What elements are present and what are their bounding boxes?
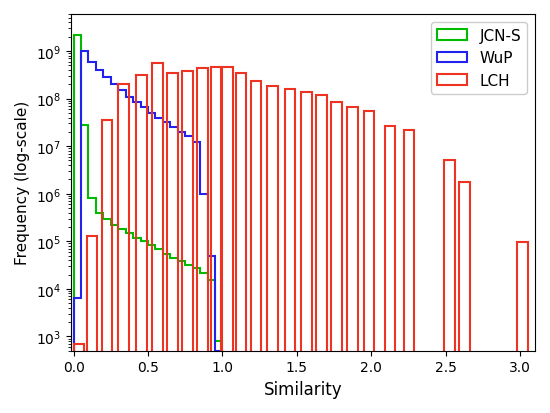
Bar xyxy=(136,75,146,413)
Bar xyxy=(517,243,527,413)
Bar xyxy=(152,64,163,413)
Bar xyxy=(459,182,470,413)
Bar xyxy=(102,121,112,413)
Bar xyxy=(384,126,395,413)
X-axis label: Similarity: Similarity xyxy=(263,380,342,398)
Bar xyxy=(316,95,327,413)
Legend: JCN-S, WuP, LCH: JCN-S, WuP, LCH xyxy=(431,23,527,95)
Bar xyxy=(118,85,129,413)
Bar xyxy=(251,82,261,413)
Y-axis label: Frequency (log-scale): Frequency (log-scale) xyxy=(15,101,30,265)
Bar xyxy=(348,108,358,413)
Bar xyxy=(167,74,178,413)
Bar xyxy=(211,67,221,413)
Bar xyxy=(301,93,312,413)
Bar xyxy=(182,72,192,413)
Bar xyxy=(267,87,278,413)
Bar xyxy=(404,131,415,413)
Bar xyxy=(197,68,207,413)
Bar xyxy=(364,112,374,413)
Bar xyxy=(74,344,84,413)
Bar xyxy=(285,90,295,413)
Bar xyxy=(87,236,97,413)
Bar xyxy=(331,103,342,413)
Bar xyxy=(444,161,455,413)
Bar xyxy=(222,67,233,413)
Bar xyxy=(236,74,246,413)
